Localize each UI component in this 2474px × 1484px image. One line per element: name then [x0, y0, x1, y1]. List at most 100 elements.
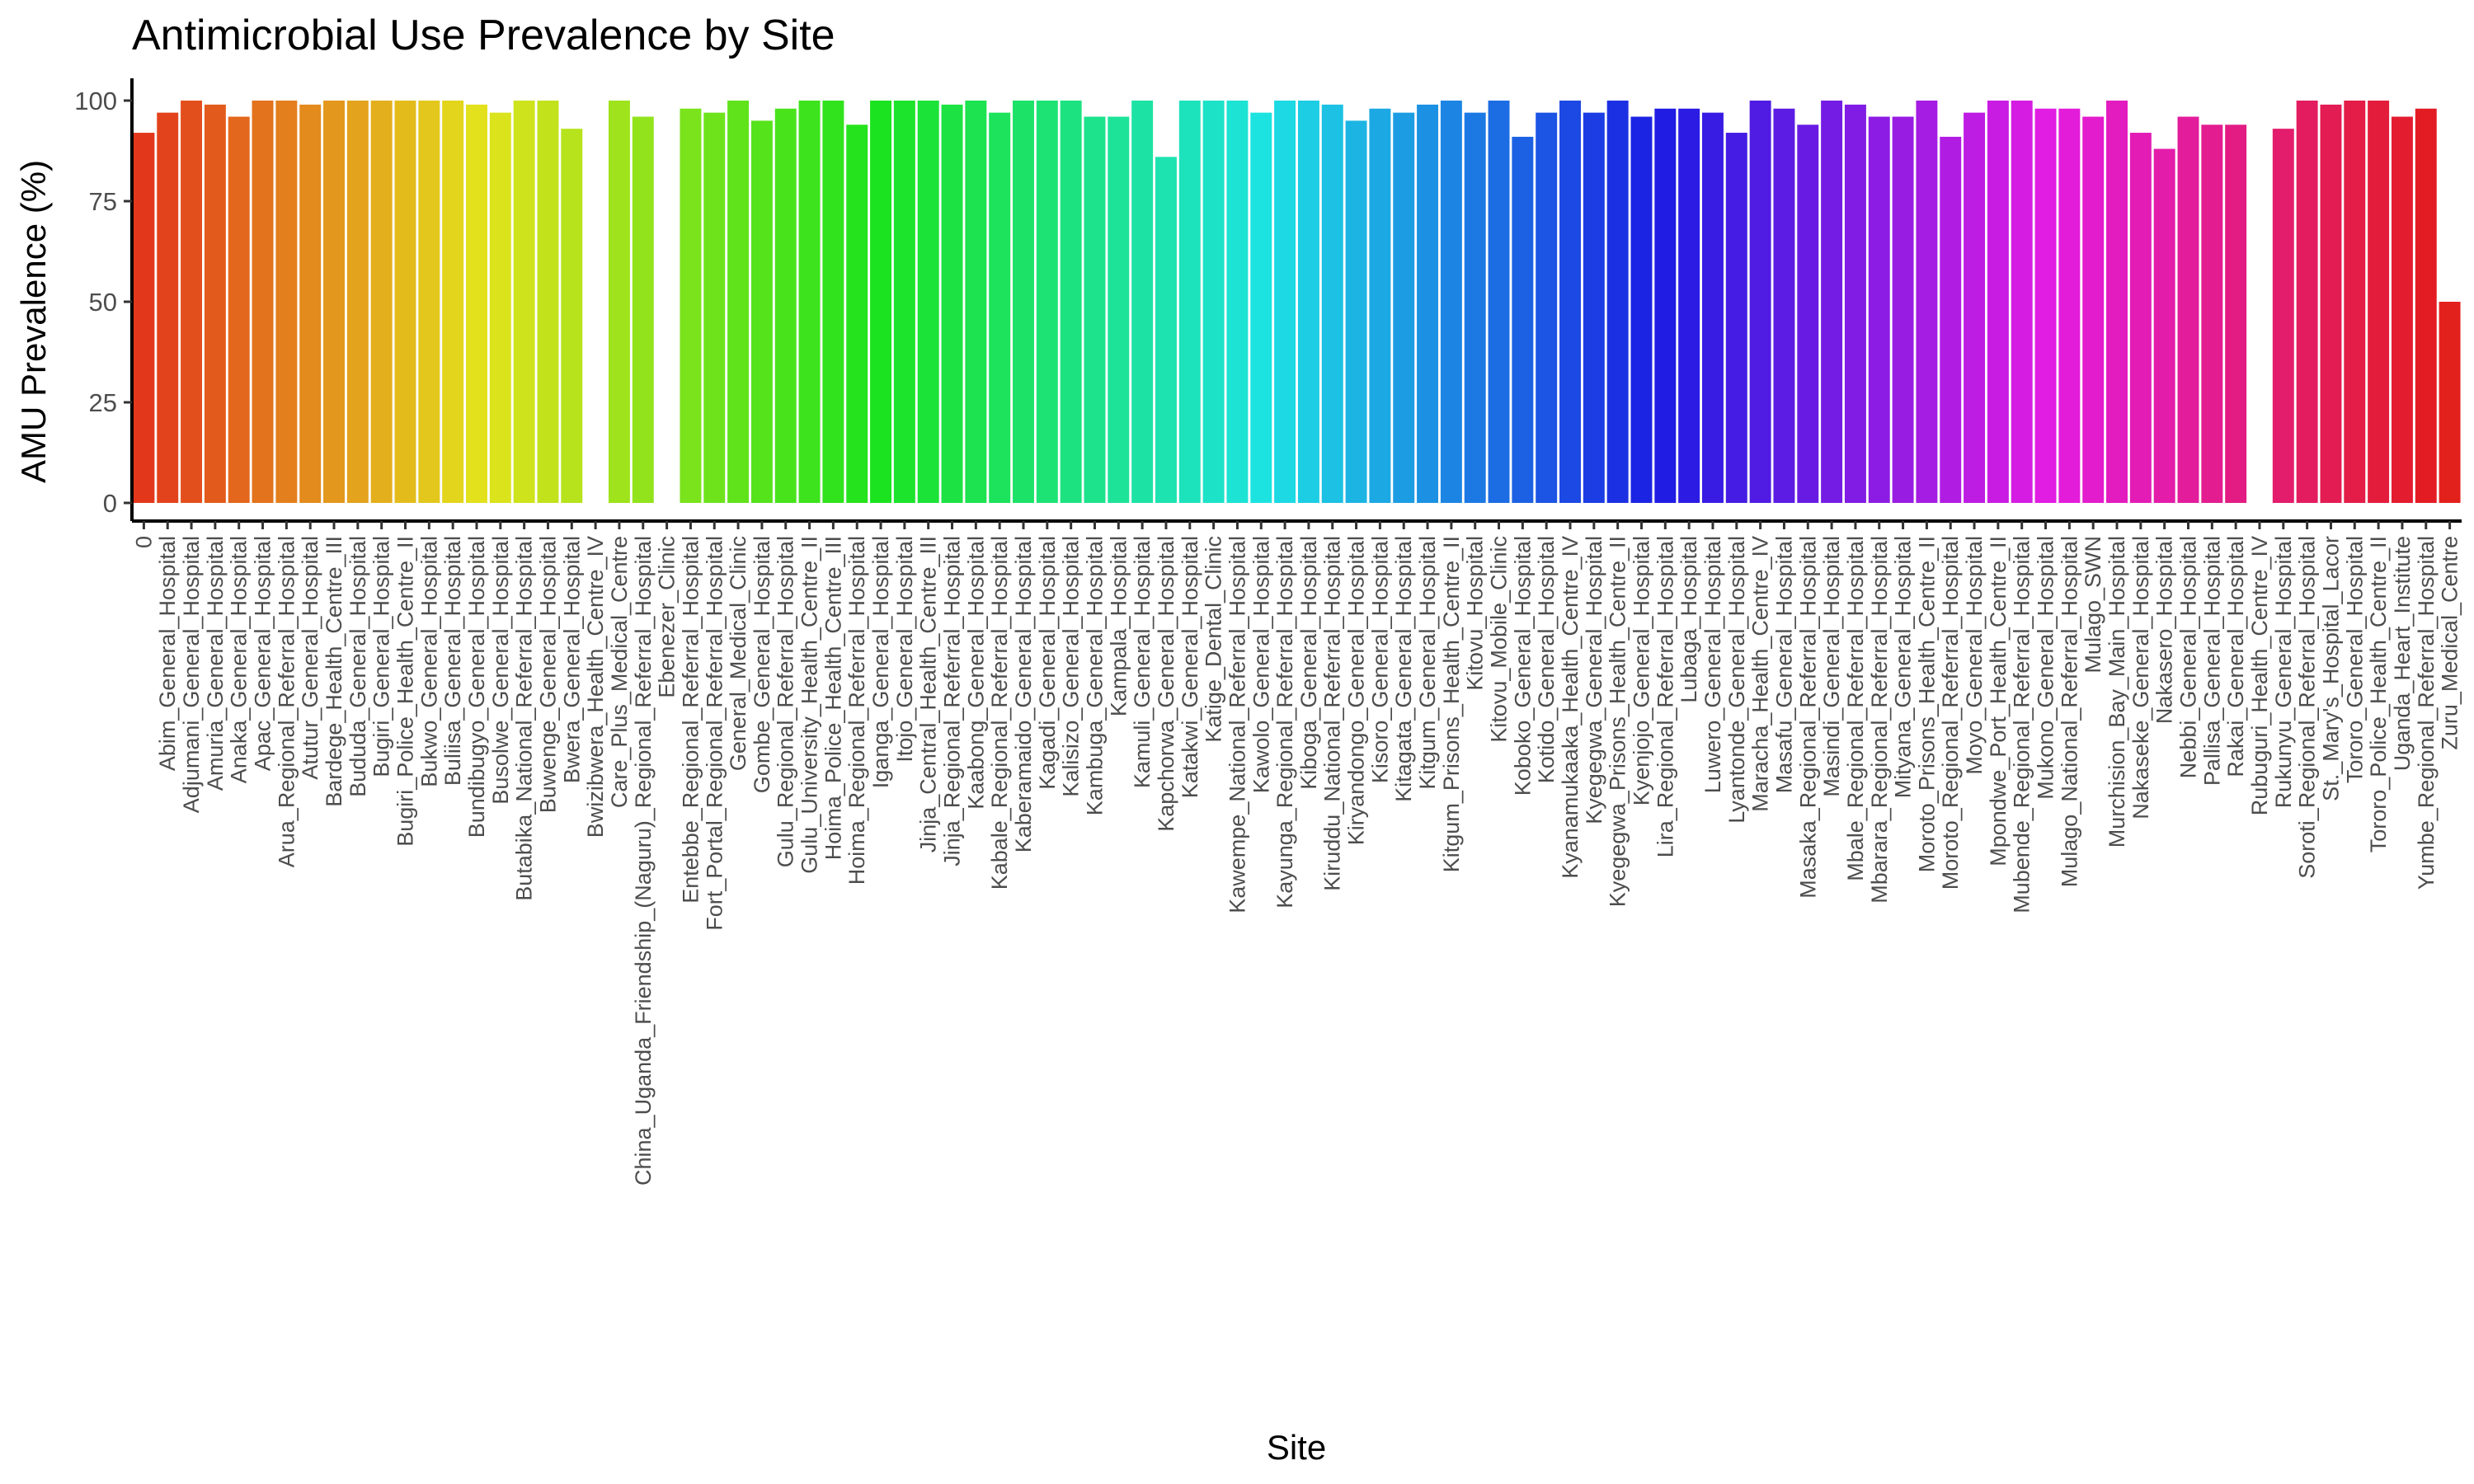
bar [774, 108, 797, 503]
x-tick-label: Bududa_General_Hospital [346, 536, 370, 797]
x-tick-label: Atutur_General_Hospital [298, 536, 322, 780]
bar [1131, 101, 1154, 503]
bar [1274, 101, 1296, 503]
x-tick-label: Mukono_General_Hospital [2034, 536, 2058, 800]
bar [1369, 108, 1391, 503]
x-tick-label: Rukunyu_General_Hospital [2271, 536, 2296, 808]
y-axis-title: AMU Prevalence (%) [14, 160, 53, 483]
x-tick-label: Moyo_General_Hospital [1962, 536, 1987, 775]
x-tick-label: Kabale_Regional_Referral_Hospital [987, 536, 1012, 890]
x-tick-label: Kyegegwa_Prisons_Health_Centre_II [1606, 536, 1630, 907]
x-tick-label: Moroto_Regional_Referral_Hospital [1938, 536, 1963, 890]
bar [1868, 116, 1890, 503]
bar [2344, 101, 2366, 503]
bar [299, 104, 322, 503]
bar [893, 101, 915, 503]
bar [1297, 101, 1319, 503]
bar [1202, 101, 1225, 503]
x-tick-label: Yumbe_Regional_Referral_Hospital [2414, 536, 2439, 890]
bar [2415, 108, 2437, 503]
bar [442, 101, 464, 503]
bar [608, 101, 630, 503]
x-tick-label: Abim_General_Hospital [155, 536, 180, 771]
bar [1060, 101, 1082, 503]
bar [2011, 101, 2033, 503]
x-tick-label: Kapchorwa_General_Hospital [1154, 536, 1178, 832]
bar [917, 101, 939, 503]
bar [466, 104, 487, 503]
x-tick-label: Adjumani_General_Hospital [179, 536, 204, 813]
x-tick-label: Gombe_General_Hospital [750, 536, 774, 793]
bar [252, 101, 274, 503]
bar [2201, 124, 2223, 503]
bar [1797, 124, 1819, 503]
x-tick-label: Kamuli_General_Hospital [1130, 536, 1155, 788]
x-tick-label: Butabika_National_Referral_Hospital [512, 536, 537, 901]
x-tick-label: Maracha_Health_Centre_IV [1748, 536, 1773, 812]
x-tick-label: Fort_Portal_Regional_Referral_Hospital [702, 536, 727, 931]
y-axis: 0 25 50 75 100 [74, 78, 134, 521]
x-tick-label: Nakasero_Hospital [2152, 536, 2177, 724]
bar [1108, 116, 1130, 503]
bar [1084, 116, 1106, 503]
bar [1417, 104, 1439, 503]
y-tick-label: 100 [74, 87, 117, 115]
bar [1606, 101, 1629, 503]
x-tick-label: Lyantonde_General_Hospital [1724, 536, 1749, 824]
x-tick-label: Nebbi_General_Hospital [2175, 536, 2200, 778]
x-tick-label: Bugiri_Police_Health_Centre_II [393, 536, 418, 847]
bar [1678, 108, 1700, 503]
bar [2034, 108, 2057, 503]
x-tick-label: Kiboga_General_Hospital [1296, 536, 1321, 790]
x-tick-label: Soroti_Regional_Referral_Hospital [2295, 536, 2320, 879]
x-tick-label: Apac_General_Hospital [251, 536, 275, 771]
bar [1773, 108, 1795, 503]
bar [370, 101, 393, 503]
x-tick-label: Kitovu_Hospital [1463, 536, 1488, 691]
x-tick-label: Bundibugyo_General_Hospital [464, 536, 489, 838]
x-tick-label: 0 [131, 536, 156, 548]
bar [1155, 157, 1177, 503]
y-tick-label: 75 [89, 187, 117, 216]
x-tick-label: Kawempe_National_Referral_Hospital [1225, 536, 1249, 913]
x-tick-label: Ebenezer_Clinic [655, 536, 680, 698]
x-tick-label: Arua_Regional_Referral_Hospital [274, 536, 299, 867]
x-tick-label: Kiryandongo_General_Hospital [1344, 536, 1369, 845]
x-tick-label: Anaka_General_Hospital [227, 536, 252, 783]
bar [2106, 101, 2128, 503]
x-tick-label: Tororo_Police_Health_Centre_II [2366, 536, 2391, 852]
x-tick-label: Mulago_SWN [2081, 536, 2105, 674]
x-tick-label: China_Uganda_Friendship_(Naguru)_Regiona… [631, 536, 656, 1186]
bar [1345, 120, 1367, 503]
chart-title: Antimicrobial Use Prevalence by Site [132, 12, 835, 59]
x-tick-label: Kambuga_General_Hospital [1082, 536, 1107, 815]
x-tick-label: Kagadi_General_Hospital [1035, 536, 1060, 790]
x-tick-label: Lira_Regional_Referral_Hospital [1653, 536, 1677, 857]
x-tick-label: Busolwe_General_Hospital [488, 536, 513, 805]
bar [2082, 116, 2105, 503]
x-tick-label: Mubende_Regional_Referral_Hospital [2010, 536, 2034, 913]
bar [846, 124, 868, 503]
x-tick-label: Mpondwe_Port_Health_Centre_II [1986, 536, 2011, 866]
x-tick-label: Bardege_Health_Centre_III [322, 536, 346, 807]
bar [1844, 104, 1866, 503]
bar [1036, 101, 1058, 503]
x-tick-label: Hoima_Police_Health_Centre_III [821, 536, 845, 860]
bar [1464, 112, 1486, 503]
x-tick-label: Katige_Dental_Clinic [1202, 536, 1226, 743]
x-tick-label: Masaka_Regional_Referral_Hospital [1795, 536, 1820, 899]
bar [1987, 101, 2009, 503]
bar [418, 101, 440, 503]
bar [965, 101, 987, 503]
bar [489, 112, 511, 503]
bar [1440, 101, 1462, 503]
x-tick-label: Kyenjojo_General_Hospital [1629, 536, 1653, 805]
bar [2320, 104, 2342, 503]
bar [157, 112, 179, 503]
x-tick-label: Mbale_Regional_Referral_Hospital [1843, 536, 1868, 881]
x-tick-label: Amuria_General_Hospital [203, 536, 228, 791]
x-tick-label: Moroto_Prisons_Health_Centre_II [1914, 536, 1939, 872]
bar [323, 101, 345, 503]
bar [2439, 302, 2461, 503]
bar [1013, 101, 1034, 503]
